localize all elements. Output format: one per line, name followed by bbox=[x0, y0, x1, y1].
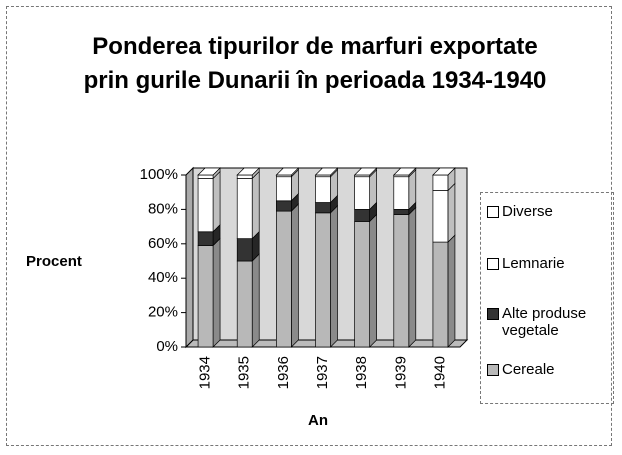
chart-title: Ponderea tipurilor de marfuri exportate … bbox=[83, 33, 547, 94]
bar-top bbox=[432, 167, 456, 176]
bar bbox=[432, 174, 449, 191]
y-tick-label: 40% bbox=[148, 269, 178, 286]
bar-side bbox=[251, 170, 260, 240]
bar bbox=[432, 241, 449, 348]
legend-label: Cereale bbox=[502, 361, 555, 378]
bar bbox=[197, 231, 214, 246]
x-tick-label: 1935 bbox=[236, 356, 253, 389]
legend-swatch bbox=[487, 364, 499, 376]
bar-top bbox=[236, 167, 261, 176]
bar-side bbox=[447, 182, 456, 243]
bar bbox=[432, 190, 449, 243]
bar-top bbox=[314, 167, 339, 176]
legend-item: Alte produse vegetale bbox=[487, 305, 613, 339]
legend-swatch bbox=[487, 308, 499, 320]
bar bbox=[236, 260, 253, 348]
legend: Diverse Lemnarie Alte produse vegetale Cere… bbox=[480, 192, 614, 404]
y-tick-label: 100% bbox=[140, 166, 178, 183]
x-axis-label: An bbox=[308, 412, 328, 429]
bar-side bbox=[447, 234, 456, 348]
y-tick-label: 80% bbox=[148, 200, 178, 217]
bar bbox=[236, 178, 253, 239]
y-axis-label: Procent bbox=[26, 253, 82, 270]
bar-top bbox=[275, 167, 300, 176]
legend-label: Alte produse vegetale bbox=[502, 305, 587, 339]
x-tick-label: 1940 bbox=[431, 356, 448, 389]
bar bbox=[315, 212, 331, 348]
bar bbox=[315, 202, 331, 214]
legend-swatch bbox=[487, 206, 499, 218]
y-tick-label: 60% bbox=[148, 235, 178, 252]
x-tick-label: 1936 bbox=[275, 356, 292, 389]
bar bbox=[236, 174, 253, 179]
bar-side bbox=[212, 237, 221, 348]
bar-side bbox=[291, 203, 299, 348]
bar bbox=[197, 178, 214, 233]
bar-top bbox=[353, 167, 378, 176]
bar bbox=[197, 174, 214, 179]
legend-label: Diverse bbox=[502, 203, 553, 220]
legend-label: Lemnarie bbox=[502, 255, 565, 272]
bar bbox=[354, 176, 370, 210]
bar bbox=[393, 209, 410, 215]
bar bbox=[354, 221, 370, 348]
legend-swatch bbox=[487, 258, 499, 270]
bar-top bbox=[392, 167, 417, 176]
x-tick-label: 1939 bbox=[392, 356, 409, 389]
bar bbox=[236, 238, 253, 262]
bar-side bbox=[369, 213, 377, 348]
bar bbox=[393, 214, 410, 348]
bar bbox=[393, 176, 410, 210]
bar bbox=[276, 176, 292, 202]
bar bbox=[197, 245, 214, 348]
chart-frame bbox=[6, 6, 612, 446]
bar bbox=[276, 210, 292, 348]
bar-top bbox=[197, 167, 221, 176]
bar bbox=[354, 209, 370, 222]
legend-item: Cereale bbox=[487, 361, 555, 378]
x-tick-label: 1934 bbox=[197, 356, 214, 389]
side-wall bbox=[185, 166, 194, 349]
bar bbox=[315, 176, 331, 203]
x-tick-label: 1937 bbox=[314, 356, 331, 389]
bar bbox=[276, 200, 292, 212]
bar-side bbox=[251, 253, 260, 348]
legend-item: Diverse bbox=[487, 203, 553, 220]
legend-item: Lemnarie bbox=[487, 255, 565, 272]
y-tick-label: 20% bbox=[148, 304, 178, 321]
bar-side bbox=[330, 204, 338, 348]
bar-side bbox=[408, 206, 417, 348]
x-tick-label: 1938 bbox=[353, 356, 370, 389]
bar-side bbox=[212, 170, 221, 233]
y-tick-label: 0% bbox=[156, 338, 178, 355]
